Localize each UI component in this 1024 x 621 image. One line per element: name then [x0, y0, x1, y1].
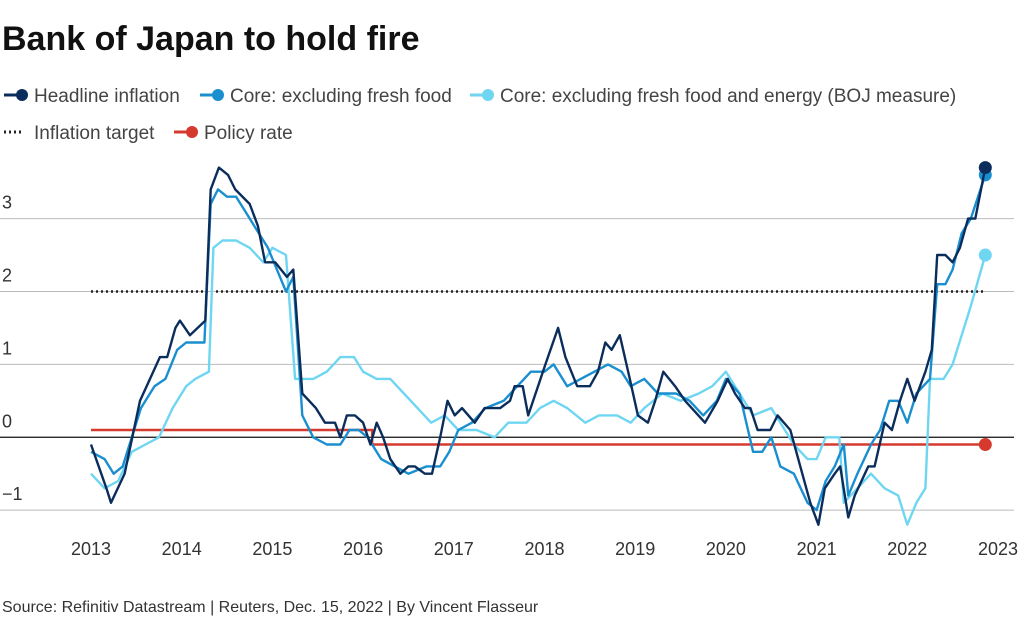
- x-tick-label: 2023: [978, 539, 1018, 559]
- x-tick-label: 2019: [615, 539, 655, 559]
- x-tick-label: 2020: [706, 539, 746, 559]
- end-dot: [978, 248, 992, 262]
- x-tick-label: 2022: [887, 539, 927, 559]
- legend-label: Policy rate: [204, 123, 293, 144]
- y-tick-label: 2: [2, 265, 12, 285]
- legend-label: Core: excluding fresh food and energy (B…: [500, 86, 956, 107]
- end-dot: [978, 438, 992, 452]
- y-tick-label: 1: [2, 338, 12, 358]
- y-tick-label: 0: [2, 411, 12, 431]
- source: Source: Refinitiv Datastream | Reuters, …: [2, 599, 539, 616]
- legend-dot: [186, 126, 198, 138]
- x-tick-label: 2018: [524, 539, 564, 559]
- legend-label: Inflation target: [34, 123, 155, 144]
- y-tick-label: 3: [2, 193, 12, 213]
- series-line: [90, 174, 987, 512]
- legend-dot: [212, 89, 224, 101]
- x-tick-label: 2013: [71, 539, 111, 559]
- series-line: [89, 166, 987, 526]
- legend-dot: [16, 89, 28, 101]
- chart-title: Bank of Japan to hold fire: [2, 20, 419, 58]
- y-tick-label: −1: [2, 484, 23, 504]
- legend-dot: [482, 89, 494, 101]
- series-line: [90, 239, 987, 526]
- x-tick-label: 2017: [434, 539, 474, 559]
- x-tick-label: 2016: [343, 539, 383, 559]
- x-tick-label: 2014: [162, 539, 202, 559]
- x-tick-label: 2021: [797, 539, 837, 559]
- end-dot: [978, 161, 992, 175]
- legend-label: Headline inflation: [34, 86, 180, 107]
- legend-label: Core: excluding fresh food: [230, 86, 452, 107]
- x-tick-label: 2015: [252, 539, 292, 559]
